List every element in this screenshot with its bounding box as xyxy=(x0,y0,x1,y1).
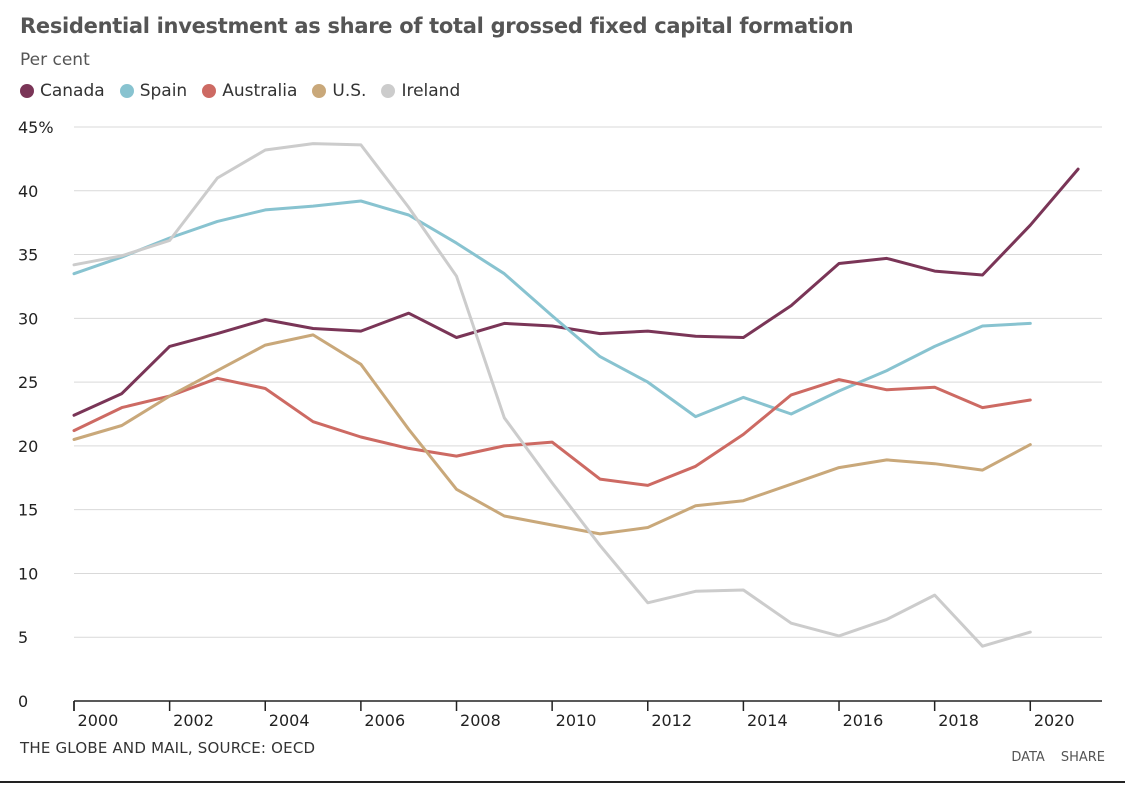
legend: Canada Spain Australia U.S. Ireland xyxy=(20,81,475,101)
y-tick-label-45: 45% xyxy=(18,118,54,137)
legend-swatch-australia xyxy=(202,84,217,98)
legend-item-u-s: U.S. xyxy=(312,81,366,101)
bottom-divider xyxy=(0,781,1125,783)
x-tick-label-2008: 2008 xyxy=(460,711,501,730)
x-tick-label-2010: 2010 xyxy=(556,711,597,730)
legend-item-canada: Canada xyxy=(20,81,105,101)
y-tick-label-10: 10 xyxy=(18,564,38,583)
chart-subtitle: Per cent xyxy=(20,50,90,70)
x-tick-label-2006: 2006 xyxy=(364,711,405,730)
y-tick-label-25: 25 xyxy=(18,373,38,392)
legend-item-australia: Australia xyxy=(202,81,297,101)
series-line-spain xyxy=(72,199,1032,419)
series-line-canada xyxy=(72,167,1080,417)
x-tick-label-2012: 2012 xyxy=(651,711,692,730)
legend-label-spain: Spain xyxy=(139,81,188,101)
x-tick-label-2000: 2000 xyxy=(78,711,119,730)
legend-label-canada: Canada xyxy=(40,81,105,101)
legend-swatch-spain xyxy=(119,84,134,98)
y-tick-label-0: 0 xyxy=(18,692,28,711)
footer-links: DATA SHARE xyxy=(995,750,1105,765)
y-tick-label-5: 5 xyxy=(18,628,28,647)
data-link[interactable]: DATA xyxy=(1011,750,1045,765)
series-line-australia xyxy=(72,376,1032,487)
legend-item-spain: Spain xyxy=(119,81,188,101)
chart-title: Residential investment as share of total… xyxy=(20,14,854,38)
y-tick-label-20: 20 xyxy=(18,437,38,456)
legend-swatch-canada xyxy=(20,84,34,98)
legend-swatch-u-s xyxy=(312,84,327,98)
x-tick-label-2014: 2014 xyxy=(747,711,788,730)
share-link[interactable]: SHARE xyxy=(1060,750,1105,765)
y-tick-label-15: 15 xyxy=(18,501,38,520)
series-line-u-s xyxy=(72,333,1032,536)
x-tick-label-2020: 2020 xyxy=(1034,711,1075,730)
legend-item-ireland: Ireland xyxy=(381,81,460,101)
legend-label-ireland: Ireland xyxy=(401,81,461,101)
legend-label-u-s: U.S. xyxy=(332,81,367,101)
y-tick-label-30: 30 xyxy=(18,309,38,328)
y-tick-label-35: 35 xyxy=(18,246,38,265)
legend-label-australia: Australia xyxy=(222,81,298,101)
y-tick-label-40: 40 xyxy=(18,182,38,201)
x-tick-label-2002: 2002 xyxy=(173,711,214,730)
series-line-ireland xyxy=(72,142,1032,648)
x-tick-label-2004: 2004 xyxy=(269,711,310,730)
legend-swatch-ireland xyxy=(381,84,396,98)
source-credit: THE GLOBE AND MAIL, SOURCE: OECD xyxy=(20,739,316,757)
x-tick-label-2018: 2018 xyxy=(938,711,979,730)
x-tick-label-2016: 2016 xyxy=(843,711,884,730)
